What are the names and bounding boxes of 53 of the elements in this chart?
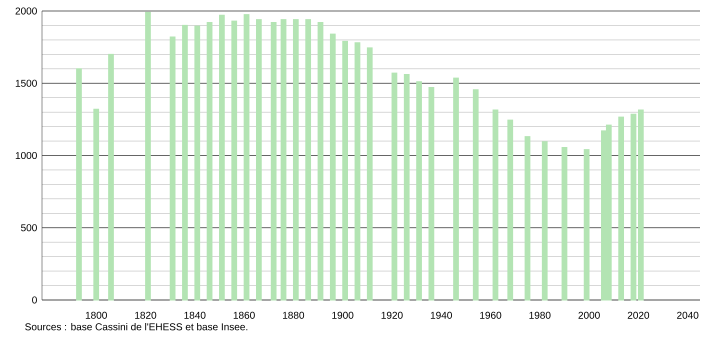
bar <box>428 87 434 301</box>
bar <box>453 78 459 301</box>
bar <box>492 109 498 301</box>
x-tick-label: 1940 <box>430 312 452 319</box>
bar <box>524 136 530 301</box>
bar <box>342 40 348 301</box>
bar <box>584 149 590 301</box>
x-tick-label: 2040 <box>677 312 698 319</box>
y-tick-label: 1000 <box>16 152 37 160</box>
x-tick-label: 1840 <box>184 312 206 319</box>
x-tick-label: 2000 <box>578 312 600 319</box>
bar <box>366 47 373 301</box>
bar <box>194 26 200 301</box>
bar <box>93 108 100 301</box>
bar <box>206 22 212 301</box>
bar <box>219 14 225 301</box>
bar <box>280 19 286 301</box>
bar <box>318 22 324 301</box>
x-tick-label: 1920 <box>382 312 403 319</box>
bar <box>108 54 114 301</box>
bar <box>76 68 82 301</box>
bar <box>145 12 151 301</box>
bar <box>618 116 624 301</box>
bar <box>392 72 398 301</box>
bar <box>542 141 548 301</box>
y-tick-label: 2000 <box>16 7 37 15</box>
bar <box>562 147 568 301</box>
bar <box>507 120 514 301</box>
bar <box>354 42 360 301</box>
bar <box>244 14 250 301</box>
x-tick-label: 1880 <box>283 312 304 319</box>
bar <box>170 36 176 301</box>
x-tick-label: 1900 <box>332 312 354 319</box>
bar <box>305 19 312 301</box>
bar <box>292 19 299 301</box>
bar <box>182 24 188 301</box>
y-tick-label: 500 <box>21 224 37 232</box>
bar <box>231 20 238 301</box>
y-tick-label: 1500 <box>16 80 37 87</box>
bar <box>270 22 277 301</box>
x-tick-label: 1800 <box>86 312 107 319</box>
bar <box>416 81 422 301</box>
x-tick-label: 1960 <box>480 312 502 319</box>
x-tick-label: 1980 <box>529 312 551 319</box>
bar <box>472 89 479 301</box>
source-note: Sources : base Cassini de l'EHESS et base Insee. <box>25 323 248 330</box>
x-tick-label: 2020 <box>628 312 650 319</box>
x-tick-label: 1860 <box>234 312 255 319</box>
bar <box>330 34 336 301</box>
x-tick-label: 1820 <box>135 312 156 319</box>
bar <box>404 74 410 301</box>
bar <box>256 19 262 301</box>
y-tick-label: 0 <box>32 296 37 304</box>
